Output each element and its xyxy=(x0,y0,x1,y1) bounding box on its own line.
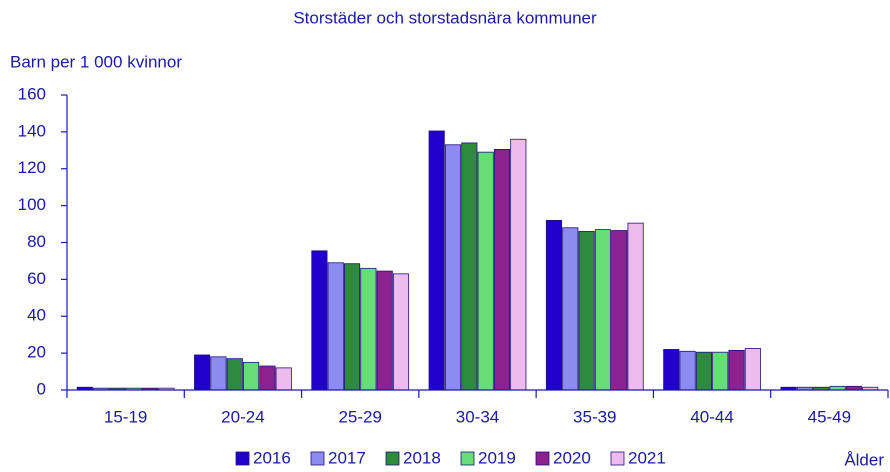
bar xyxy=(210,356,227,391)
bar xyxy=(327,262,344,391)
bar xyxy=(194,354,211,391)
bar xyxy=(376,270,393,391)
bar xyxy=(343,263,361,391)
bar xyxy=(663,349,680,391)
bar xyxy=(428,130,445,391)
bar xyxy=(728,349,745,391)
bar xyxy=(311,250,328,391)
bar xyxy=(744,348,761,391)
bar xyxy=(360,267,377,391)
x-tick-label: 40-44 xyxy=(690,407,733,426)
legend-swatch xyxy=(610,451,625,466)
bar xyxy=(243,361,260,391)
legend-label: 2020 xyxy=(553,448,591,467)
bar xyxy=(392,273,410,391)
chart-title: Storstäder och storstadsnära kommuner xyxy=(293,8,597,27)
x-tick-label: 30-34 xyxy=(456,407,499,426)
bar xyxy=(679,350,696,391)
bar xyxy=(259,365,276,391)
y-axis-label: Barn per 1 000 kvinnor xyxy=(10,52,182,71)
y-tick-label: 120 xyxy=(18,158,46,177)
bar xyxy=(477,151,494,391)
legend-label: 2017 xyxy=(328,448,366,467)
legend-swatch xyxy=(385,451,400,466)
y-tick-label: 20 xyxy=(27,343,46,362)
y-tick-label: 140 xyxy=(18,121,46,140)
x-axis-label: Ålder xyxy=(844,450,884,469)
y-tick-label: 60 xyxy=(27,269,46,288)
bar xyxy=(510,138,527,391)
y-tick-label: 160 xyxy=(18,84,46,103)
x-tick-label: 35-39 xyxy=(573,407,616,426)
y-tick-label: 80 xyxy=(27,232,46,251)
bar xyxy=(578,231,595,391)
legend-label: 2021 xyxy=(628,448,666,467)
bar xyxy=(611,230,628,391)
legend-swatch xyxy=(310,451,325,466)
bar xyxy=(545,219,563,391)
x-tick-label: 15-19 xyxy=(104,407,147,426)
bar xyxy=(275,367,292,391)
bar xyxy=(712,351,729,391)
bar xyxy=(461,142,478,391)
x-tick-label: 20-24 xyxy=(221,407,264,426)
y-tick-label: 0 xyxy=(37,379,46,398)
legend-label: 2018 xyxy=(403,448,441,467)
legend-label: 2016 xyxy=(253,448,291,467)
bar xyxy=(695,351,712,391)
x-tick-label: 45-49 xyxy=(808,407,851,426)
legend-swatch xyxy=(460,451,475,466)
bar xyxy=(562,227,579,391)
bar xyxy=(594,229,612,391)
bar xyxy=(444,144,462,391)
bar xyxy=(627,222,644,391)
y-tick-label: 100 xyxy=(18,195,46,214)
legend-swatch xyxy=(235,451,250,466)
legend-label: 2019 xyxy=(478,448,516,467)
y-tick-label: 40 xyxy=(27,306,46,325)
bar xyxy=(226,358,243,391)
bar xyxy=(493,148,511,391)
legend-swatch xyxy=(535,451,550,466)
x-tick-label: 25-29 xyxy=(338,407,381,426)
